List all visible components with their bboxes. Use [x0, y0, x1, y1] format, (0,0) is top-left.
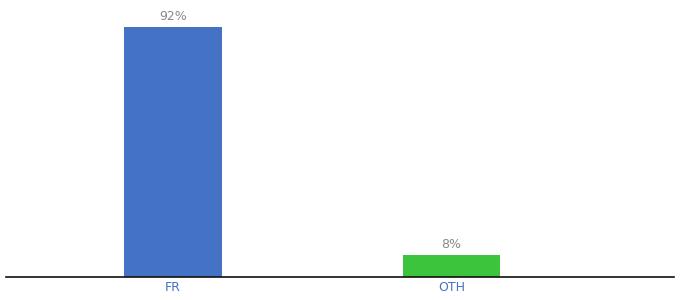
Text: 92%: 92%	[159, 10, 186, 23]
Bar	[403, 255, 500, 277]
Text: 8%: 8%	[441, 238, 462, 251]
Bar	[124, 27, 222, 277]
